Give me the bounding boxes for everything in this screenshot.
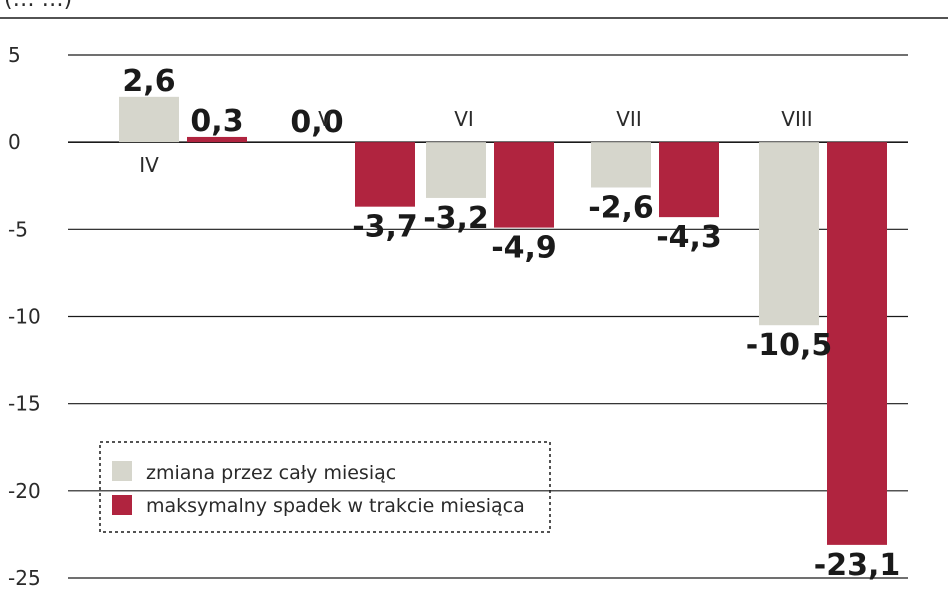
legend-label-series-1: zmiana przez cały miesiąc (146, 462, 396, 484)
legend: zmiana przez cały miesiąc maksymalny spa… (99, 441, 551, 533)
data-label: -3,2 (423, 201, 489, 236)
data-label: -3,7 (352, 210, 418, 245)
bar-max-drop-VI (494, 142, 554, 228)
bar-change-VI (426, 142, 486, 198)
legend-label-series-2: maksymalny spadek w trakcie miesiąca (146, 495, 525, 517)
y-tick-label: -15 (8, 392, 41, 416)
data-label: 0,0 (290, 105, 343, 140)
data-label: -10,5 (746, 328, 832, 363)
bar-max-drop-IV (187, 136, 247, 143)
bar-max-drop-VII (659, 142, 719, 218)
legend-swatch-series-1 (112, 461, 132, 481)
y-tick-label: -10 (8, 305, 41, 329)
x-category-label: VIII (781, 107, 812, 131)
data-label: -4,3 (656, 220, 722, 255)
bar-change-VIII (759, 142, 819, 326)
x-category-label: VII (616, 107, 641, 131)
legend-box (99, 441, 551, 533)
data-label: 2,6 (122, 64, 175, 99)
legend-swatch-series-2 (112, 495, 132, 515)
y-tick-label: -5 (8, 217, 28, 241)
y-tick-label: 5 (8, 43, 21, 67)
header-partial-text: (… …) (4, 0, 72, 12)
data-label: -2,6 (588, 190, 654, 225)
bar-max-drop-V (355, 142, 415, 207)
bar-change-IV (119, 96, 179, 143)
bar-change-VII (591, 142, 651, 188)
data-label: 0,3 (190, 104, 243, 139)
x-category-label: IV (139, 153, 159, 177)
x-category-label: VI (454, 107, 474, 131)
y-tick-label: -25 (8, 566, 41, 590)
x-category-label: V (318, 107, 332, 131)
data-label: -4,9 (491, 231, 557, 266)
y-tick-label: 0 (8, 130, 21, 154)
y-tick-label: -20 (8, 479, 41, 503)
data-label: -23,1 (814, 548, 900, 583)
bar-max-drop-VIII (827, 142, 887, 545)
